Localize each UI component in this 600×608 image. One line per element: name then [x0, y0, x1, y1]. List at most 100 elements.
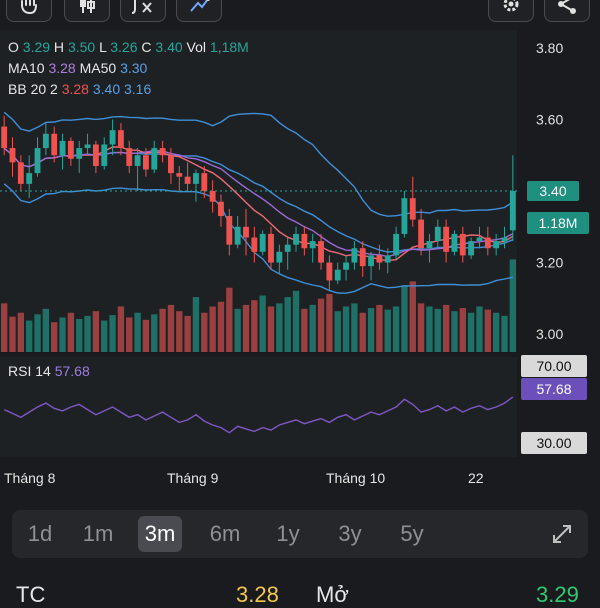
volume-bar	[342, 306, 350, 352]
volume-bar	[159, 308, 166, 352]
share-button[interactable]	[544, 0, 590, 22]
candle-body	[293, 233, 299, 245]
candle-body	[384, 255, 391, 263]
candle-body	[251, 237, 258, 252]
volume-bar	[151, 314, 158, 352]
candle-body	[459, 233, 466, 256]
drawing-tools-button[interactable]	[176, 0, 222, 22]
volume-bar	[467, 312, 475, 352]
volume-bar	[34, 314, 41, 352]
candle-body	[226, 216, 233, 245]
volume-bar	[84, 315, 91, 352]
candle-body	[134, 155, 141, 166]
candle-body	[501, 237, 508, 242]
chart-type-button[interactable]	[64, 0, 110, 22]
rsi-label: RSI 14	[8, 363, 51, 379]
price-chart[interactable]: 3.80 3.60 3.40 3.20 3.00 3.40 1.18M 70.00 57.68 3…	[0, 0, 600, 460]
candle-body	[359, 248, 366, 267]
x-label: Tháng 9	[167, 470, 219, 486]
volume-bar	[251, 300, 258, 352]
volume-badge: 1.18M	[539, 215, 578, 231]
volume-bar	[226, 287, 233, 352]
timeframe-5y[interactable]: 5y	[400, 521, 424, 546]
timeframe-3m[interactable]: 3m	[138, 516, 182, 552]
rsi-lower-badge: 30.00	[536, 435, 571, 451]
volume-bar	[267, 306, 275, 352]
candle-body	[109, 130, 116, 145]
candle-body	[468, 241, 475, 256]
tc-label: TC	[16, 582, 46, 607]
volume-bar	[359, 312, 366, 352]
indicators-button[interactable]	[120, 0, 166, 22]
hand-icon	[21, 0, 37, 15]
y-tick-label: 3.80	[536, 40, 563, 56]
candle-body	[193, 173, 199, 184]
volume-bar	[176, 311, 183, 352]
candle-body	[409, 198, 416, 220]
hand-tool-button[interactable]	[6, 0, 52, 22]
volume-bar	[9, 316, 16, 352]
candle-body	[301, 233, 308, 249]
volume-bar	[367, 308, 375, 352]
candle-body	[509, 191, 516, 231]
volume-bar	[259, 295, 266, 352]
rsi-value-badge: 57.68	[536, 381, 571, 397]
volume-bar	[42, 308, 50, 352]
candle-body	[451, 233, 458, 252]
volume-bar	[134, 312, 141, 352]
volume-bar	[284, 297, 291, 352]
volume-bar	[59, 317, 66, 352]
candle-body	[443, 226, 450, 252]
rsi-line	[3, 396, 514, 434]
volume-bar	[101, 320, 108, 352]
candle-body	[51, 133, 58, 156]
drawing-tool-icon	[190, 0, 210, 12]
y-tick-label: 3.20	[536, 255, 563, 271]
volume-bar	[292, 290, 300, 352]
open-stat-label: Mở	[316, 582, 349, 607]
x-axis: Tháng 8 Tháng 9 Tháng 10 22	[0, 468, 600, 492]
function-icon	[131, 0, 152, 14]
ma10-label: MA10	[8, 60, 45, 76]
expand-icon	[553, 525, 571, 543]
bb-lower-line	[3, 183, 513, 294]
y-tick-label: 3.60	[536, 111, 563, 127]
stats-row: TC 3.28 Mở 3.29	[0, 576, 600, 607]
timeframe-1m[interactable]: 1m	[82, 521, 114, 546]
volume-bar	[26, 320, 33, 352]
candle-body	[318, 241, 324, 263]
volume-bar	[459, 308, 466, 352]
volume-bar	[217, 301, 225, 352]
rsi-upper-badge: 70.00	[536, 358, 571, 374]
fullscreen-button[interactable]	[540, 516, 584, 552]
ma10-value: 3.28	[48, 60, 76, 76]
volume-bar	[234, 308, 241, 352]
volume-bar	[184, 315, 191, 352]
timeframe-3y[interactable]: 3y	[338, 521, 362, 546]
high-value: 3.50	[67, 39, 96, 55]
timeframe-1y[interactable]: 1y	[276, 521, 300, 546]
candle-body	[401, 198, 408, 234]
volume-bar	[301, 308, 308, 352]
settings-button[interactable]	[488, 0, 534, 22]
volume-bar	[392, 306, 400, 352]
volume-bar	[192, 297, 200, 352]
gear-icon	[503, 0, 519, 12]
candle-body	[17, 162, 24, 184]
high-label: H	[53, 39, 65, 55]
volume-bar	[51, 322, 58, 352]
candle-body	[276, 251, 283, 263]
volume-bar	[376, 304, 383, 352]
candle-body	[76, 148, 83, 159]
volume-bar	[142, 319, 150, 352]
volume-bar	[492, 312, 500, 352]
timeframe-1d[interactable]: 1d	[27, 521, 53, 546]
candle-body	[34, 148, 41, 174]
timeframe-6m[interactable]: 6m	[209, 521, 241, 546]
ma50-label: MA50	[79, 60, 117, 76]
bb-upper-value: 3.28	[61, 81, 89, 97]
low-value: 3.26	[110, 39, 138, 55]
bb-mid-value: 3.40	[92, 81, 121, 97]
candle-body	[234, 226, 241, 245]
volume-bar	[334, 311, 341, 352]
